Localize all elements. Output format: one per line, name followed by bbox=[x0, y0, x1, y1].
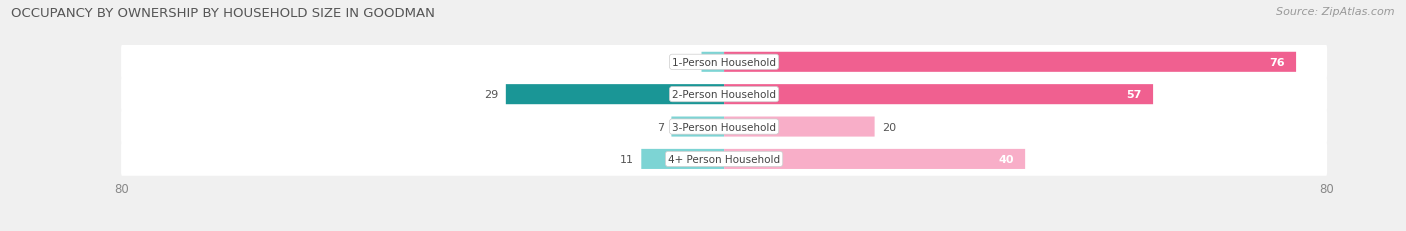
FancyBboxPatch shape bbox=[121, 110, 1327, 144]
Text: 2-Person Household: 2-Person Household bbox=[672, 90, 776, 100]
FancyBboxPatch shape bbox=[724, 117, 875, 137]
FancyBboxPatch shape bbox=[121, 143, 1327, 176]
Text: 3: 3 bbox=[688, 58, 695, 67]
FancyBboxPatch shape bbox=[641, 149, 724, 169]
Text: 80: 80 bbox=[1319, 182, 1333, 195]
Text: Source: ZipAtlas.com: Source: ZipAtlas.com bbox=[1277, 7, 1395, 17]
Text: 20: 20 bbox=[882, 122, 896, 132]
Text: 7: 7 bbox=[657, 122, 664, 132]
Text: 1-Person Household: 1-Person Household bbox=[672, 58, 776, 67]
Text: 40: 40 bbox=[998, 154, 1014, 164]
Text: 29: 29 bbox=[484, 90, 498, 100]
FancyBboxPatch shape bbox=[724, 149, 1025, 169]
FancyBboxPatch shape bbox=[702, 52, 724, 73]
Text: 11: 11 bbox=[620, 154, 634, 164]
FancyBboxPatch shape bbox=[121, 46, 1327, 79]
FancyBboxPatch shape bbox=[724, 85, 1153, 105]
Text: 57: 57 bbox=[1126, 90, 1142, 100]
FancyBboxPatch shape bbox=[506, 85, 724, 105]
FancyBboxPatch shape bbox=[121, 78, 1327, 112]
FancyBboxPatch shape bbox=[672, 117, 724, 137]
Text: 80: 80 bbox=[115, 182, 129, 195]
Text: OCCUPANCY BY OWNERSHIP BY HOUSEHOLD SIZE IN GOODMAN: OCCUPANCY BY OWNERSHIP BY HOUSEHOLD SIZE… bbox=[11, 7, 434, 20]
Text: 3-Person Household: 3-Person Household bbox=[672, 122, 776, 132]
Text: 76: 76 bbox=[1270, 58, 1285, 67]
Text: 4+ Person Household: 4+ Person Household bbox=[668, 154, 780, 164]
FancyBboxPatch shape bbox=[724, 52, 1296, 73]
